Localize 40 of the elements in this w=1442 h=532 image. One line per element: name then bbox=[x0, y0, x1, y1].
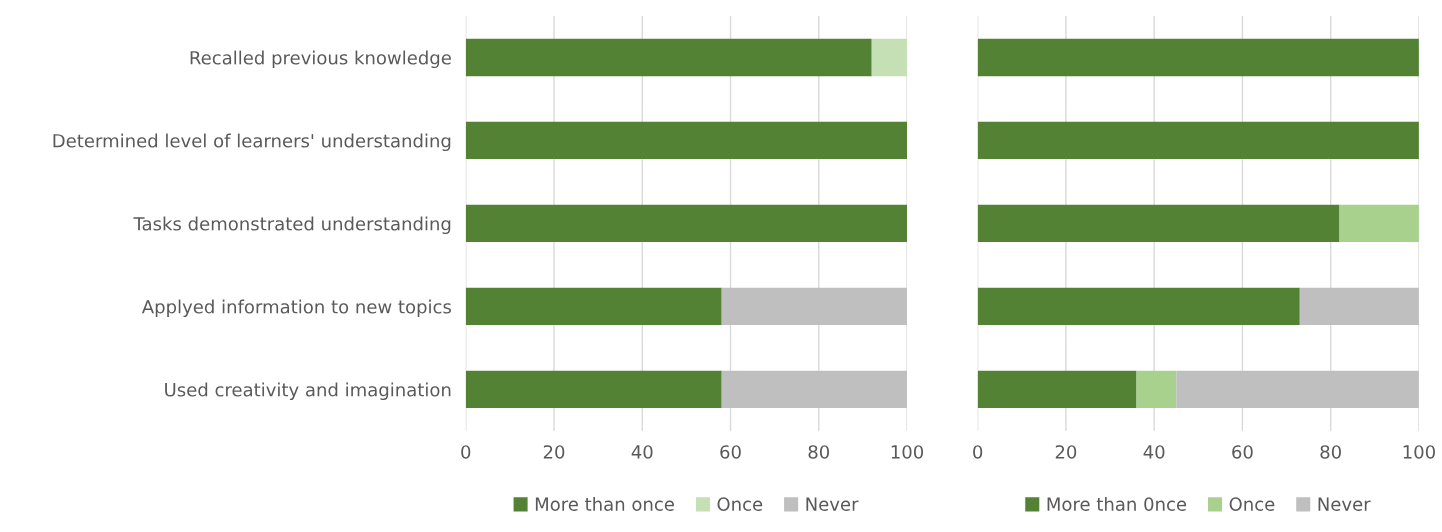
bar bbox=[977, 204, 1340, 243]
x-tick-label: 20 bbox=[543, 445, 565, 459]
x-tick-label: 80 bbox=[1320, 445, 1341, 459]
y-tick-label: Recalled previous knowledge bbox=[190, 50, 451, 69]
bar bbox=[1176, 370, 1419, 409]
bar bbox=[977, 287, 1300, 326]
bar bbox=[465, 204, 908, 243]
x-tick-label: 40 bbox=[1143, 445, 1165, 459]
x-tick-label: 100 bbox=[891, 445, 924, 459]
bar bbox=[871, 38, 908, 77]
bar bbox=[1299, 287, 1419, 326]
bar bbox=[465, 38, 872, 77]
legend-label: Once bbox=[1229, 497, 1275, 511]
bar bbox=[977, 38, 1419, 77]
x-tick-label: 20 bbox=[1055, 445, 1077, 459]
bar bbox=[465, 287, 722, 326]
x-tick-label: 80 bbox=[808, 445, 830, 459]
legend-label: Once bbox=[717, 497, 763, 511]
y-tick-label: Tasks demonstrated understanding bbox=[133, 216, 451, 235]
y-tick-label: Determined level of learners' understanding bbox=[53, 133, 451, 152]
legend-label: Never bbox=[1318, 497, 1371, 511]
legend-label: More than 0nce bbox=[1047, 496, 1187, 511]
bar bbox=[721, 287, 908, 326]
bar bbox=[721, 370, 908, 409]
x-tick-label: 40 bbox=[631, 445, 653, 459]
bar bbox=[465, 370, 722, 409]
bar bbox=[977, 370, 1137, 409]
x-tick-label: 60 bbox=[720, 445, 741, 459]
x-tick-label: 60 bbox=[1232, 445, 1253, 459]
bar bbox=[977, 121, 1419, 160]
bar bbox=[1136, 370, 1177, 409]
y-tick-label: Used creativity and imagination bbox=[165, 382, 451, 401]
y-tick-label: Applyed information to new topics bbox=[141, 299, 451, 318]
legend-label: More than once bbox=[535, 496, 674, 511]
bar bbox=[1339, 204, 1419, 243]
x-tick-label: 0 bbox=[461, 445, 471, 459]
bar bbox=[465, 121, 908, 160]
x-tick-label: 0 bbox=[973, 445, 983, 459]
legend-label: Never bbox=[806, 497, 859, 511]
x-tick-label: 100 bbox=[1403, 445, 1435, 459]
